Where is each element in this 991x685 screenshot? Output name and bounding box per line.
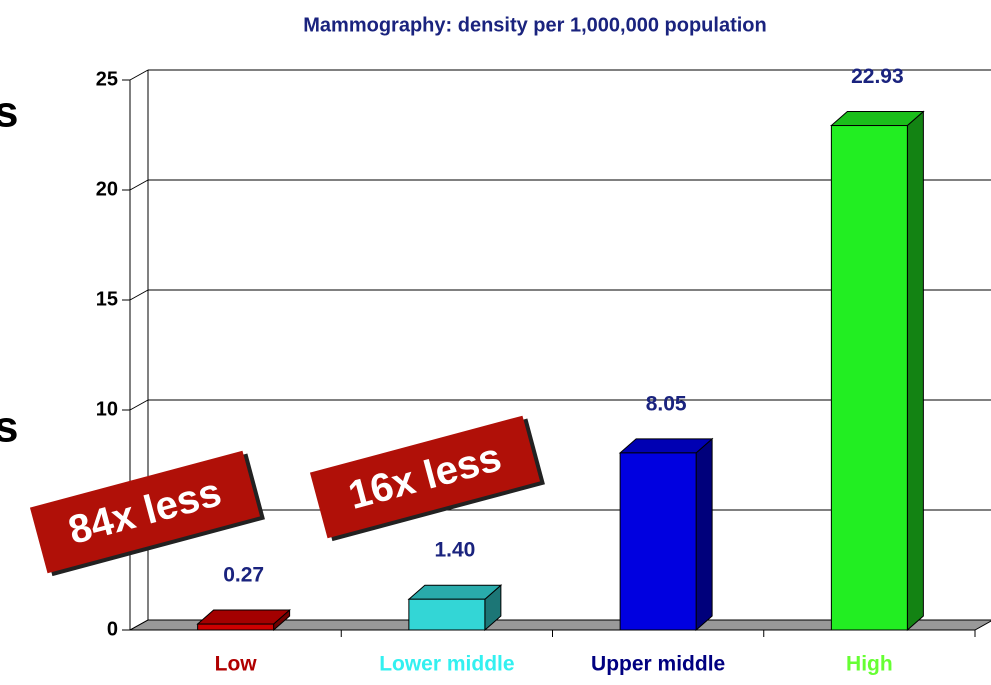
- y-tick-label: 20: [96, 178, 118, 200]
- y-tick-diag: [129, 289, 149, 301]
- bar-side: [906, 110, 924, 632]
- bar: [619, 452, 697, 631]
- bar: [830, 125, 908, 631]
- value-label: 22.93: [851, 65, 904, 88]
- bar-side: [695, 437, 713, 632]
- annotation-box: [309, 415, 541, 539]
- y-tick-label: 25: [96, 68, 118, 90]
- x-tick-label: Lower middle: [379, 653, 514, 676]
- y-tick-label: 10: [96, 398, 118, 420]
- y-tick-label: 15: [96, 288, 118, 310]
- y-tick-diag: [129, 69, 149, 81]
- x-tick-label: High: [846, 653, 893, 676]
- value-label: 1.40: [434, 539, 475, 562]
- annotation: 84x less: [29, 450, 265, 577]
- y-tick-label: 0: [107, 618, 118, 640]
- bar-top: [196, 609, 291, 625]
- chart-title: Mammography: density per 1,000,000 popul…: [303, 14, 766, 36]
- y-tick-diag: [129, 399, 149, 411]
- y-tick-diag: [129, 619, 149, 631]
- side-text: s: [0, 403, 18, 452]
- bar-top: [618, 438, 714, 454]
- annotation-box: [29, 450, 261, 574]
- bar: [408, 598, 486, 631]
- bar-top: [830, 111, 925, 127]
- value-label: 0.27: [223, 564, 264, 587]
- annotation: 16x less: [309, 415, 545, 542]
- side-text: s: [0, 88, 18, 137]
- value-label: 8.05: [646, 392, 687, 415]
- x-tick-label: Low: [215, 653, 258, 676]
- bar-top: [407, 584, 503, 600]
- bar: [197, 623, 275, 631]
- x-tick-label: Upper middle: [591, 653, 725, 676]
- y-tick-diag: [129, 179, 149, 191]
